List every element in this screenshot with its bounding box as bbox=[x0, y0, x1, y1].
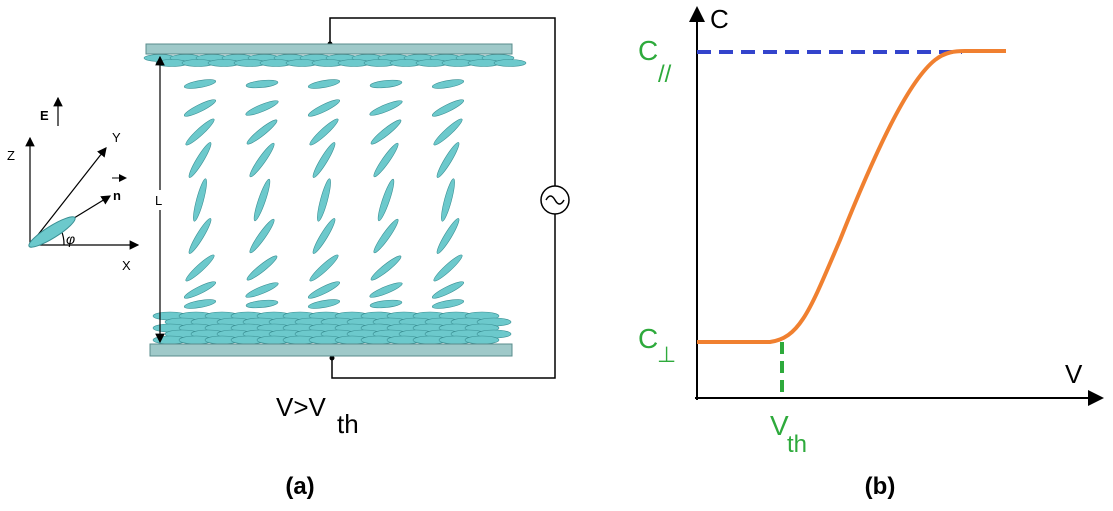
y-label: Y bbox=[112, 130, 121, 145]
molecule bbox=[432, 253, 465, 284]
molecule bbox=[310, 141, 337, 180]
molecule bbox=[186, 217, 213, 256]
capacitance-curve bbox=[697, 51, 1006, 342]
molecule bbox=[369, 253, 403, 282]
molecule bbox=[308, 298, 341, 310]
molecule bbox=[432, 78, 465, 90]
molecule bbox=[191, 178, 209, 222]
molecule bbox=[244, 98, 279, 118]
phi-label: φ bbox=[66, 231, 75, 247]
molecule bbox=[465, 336, 499, 344]
molecule bbox=[370, 79, 403, 89]
condition-subscript: th bbox=[337, 409, 359, 439]
molecule bbox=[434, 217, 461, 256]
thickness-label: L bbox=[155, 193, 162, 208]
molecule bbox=[432, 298, 465, 310]
molecule bbox=[247, 217, 276, 255]
molecule bbox=[252, 178, 273, 222]
molecule bbox=[184, 298, 217, 310]
c-parallel-label: C bbox=[638, 35, 658, 66]
molecule bbox=[184, 253, 217, 284]
molecule bbox=[371, 141, 400, 179]
figure: E Z Y n φ X L V>V th (a) C V C // C ⊥ V … bbox=[0, 0, 1113, 506]
molecule bbox=[370, 299, 403, 309]
molecule bbox=[307, 97, 341, 119]
c-parallel-subscript: // bbox=[658, 61, 672, 88]
condition-label: V>V bbox=[276, 392, 327, 422]
molecule bbox=[186, 141, 213, 180]
molecule bbox=[431, 279, 465, 301]
molecule bbox=[376, 178, 397, 222]
molecule bbox=[369, 117, 403, 146]
ac-symbol bbox=[546, 196, 564, 204]
molecule bbox=[315, 178, 333, 222]
molecule bbox=[307, 279, 341, 301]
caption: (a) bbox=[285, 473, 314, 500]
molecule bbox=[245, 117, 279, 146]
molecule bbox=[246, 79, 279, 89]
molecule bbox=[183, 97, 217, 119]
bottom-plate bbox=[150, 344, 512, 356]
molecule bbox=[368, 98, 403, 118]
x-axis-label: V bbox=[1065, 359, 1083, 389]
molecule bbox=[308, 253, 341, 284]
top-plate bbox=[146, 44, 512, 54]
molecule bbox=[247, 141, 276, 179]
cell bbox=[144, 55, 526, 345]
molecule bbox=[246, 299, 279, 309]
n-label: n bbox=[113, 188, 121, 203]
molecule bbox=[494, 60, 526, 67]
c-perp-label: C bbox=[638, 323, 658, 354]
molecule bbox=[434, 141, 461, 180]
molecule bbox=[184, 117, 217, 148]
z-label: Z bbox=[7, 148, 15, 163]
molecule bbox=[310, 217, 337, 256]
molecule bbox=[439, 178, 457, 222]
c-perp-subscript: ⊥ bbox=[657, 342, 676, 367]
molecule bbox=[368, 280, 403, 300]
molecule bbox=[244, 280, 279, 300]
molecule bbox=[308, 78, 341, 90]
vth-subscript: th bbox=[787, 431, 807, 458]
y-axis-label: C bbox=[710, 4, 729, 34]
molecule bbox=[371, 217, 400, 255]
molecule bbox=[245, 253, 279, 282]
molecule bbox=[183, 279, 217, 301]
molecule bbox=[432, 117, 465, 148]
x-label: X bbox=[122, 258, 131, 273]
field-label: E bbox=[40, 108, 49, 123]
caption: (b) bbox=[865, 473, 896, 500]
molecule bbox=[431, 97, 465, 119]
molecule bbox=[308, 117, 341, 148]
molecule bbox=[184, 78, 217, 90]
